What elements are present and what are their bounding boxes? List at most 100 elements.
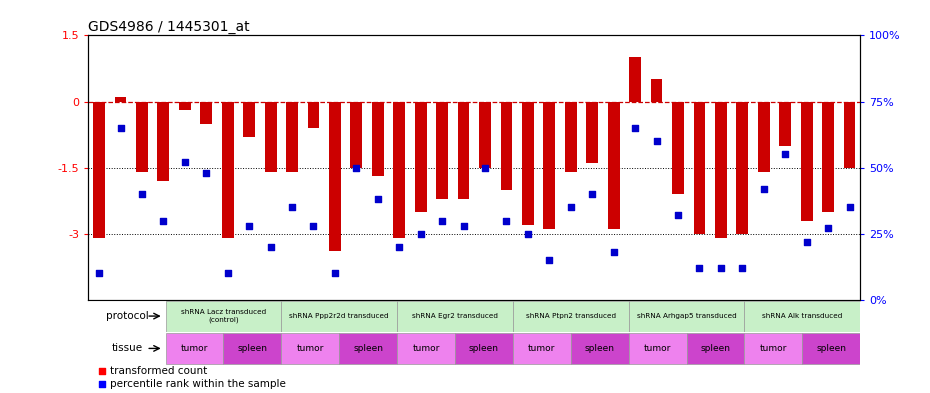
Point xyxy=(285,204,299,211)
Point xyxy=(306,223,321,229)
Bar xyxy=(801,101,813,220)
Point xyxy=(671,212,685,219)
Point xyxy=(434,217,449,224)
Text: GDS4986 / 1445301_at: GDS4986 / 1445301_at xyxy=(88,20,250,34)
Text: tumor: tumor xyxy=(644,344,671,353)
Bar xyxy=(543,101,555,230)
Point xyxy=(327,270,342,277)
Bar xyxy=(223,333,281,364)
Bar xyxy=(372,101,384,176)
Text: spleen: spleen xyxy=(469,344,499,353)
Bar xyxy=(758,101,770,172)
Bar xyxy=(93,101,105,238)
Point xyxy=(585,191,600,197)
Bar xyxy=(565,101,577,172)
Bar xyxy=(651,79,662,101)
Point xyxy=(370,196,385,202)
Bar xyxy=(157,101,169,181)
Bar xyxy=(608,101,619,230)
Point xyxy=(606,249,621,255)
Point xyxy=(413,231,428,237)
Bar xyxy=(455,333,513,364)
Bar xyxy=(329,101,340,252)
Bar xyxy=(415,101,427,212)
Bar xyxy=(715,101,726,238)
Point xyxy=(756,185,771,192)
Point xyxy=(777,151,792,158)
Point xyxy=(713,265,728,271)
Bar xyxy=(844,101,856,168)
Text: transformed count: transformed count xyxy=(110,366,206,376)
Text: tumor: tumor xyxy=(528,344,555,353)
Bar xyxy=(200,101,212,123)
Text: spleen: spleen xyxy=(585,344,615,353)
Text: spleen: spleen xyxy=(237,344,268,353)
Point xyxy=(263,244,278,250)
Text: shRNA Ppp2r2d transduced: shRNA Ppp2r2d transduced xyxy=(289,313,389,319)
Point xyxy=(842,204,857,211)
Bar xyxy=(166,333,223,364)
Text: shRNA Lacz transduced
(control): shRNA Lacz transduced (control) xyxy=(180,309,266,323)
Point xyxy=(735,265,750,271)
Bar xyxy=(629,301,744,332)
Bar xyxy=(436,101,448,198)
Bar xyxy=(744,301,860,332)
Point xyxy=(628,125,643,131)
Text: spleen: spleen xyxy=(700,344,731,353)
Bar xyxy=(397,333,455,364)
Text: tumor: tumor xyxy=(760,344,787,353)
Bar xyxy=(779,101,791,145)
Bar xyxy=(737,101,749,234)
Bar xyxy=(397,301,513,332)
Bar xyxy=(822,101,834,212)
Point xyxy=(478,165,493,171)
Text: tumor: tumor xyxy=(180,344,208,353)
Point xyxy=(95,381,110,387)
Bar xyxy=(281,301,397,332)
Point xyxy=(649,138,664,144)
Bar xyxy=(393,101,405,238)
Point xyxy=(799,239,814,245)
Bar xyxy=(513,301,629,332)
Point xyxy=(220,270,235,277)
Bar xyxy=(351,101,363,168)
Point xyxy=(692,265,707,271)
Point xyxy=(242,223,257,229)
Bar xyxy=(803,333,860,364)
Point xyxy=(820,225,835,231)
Text: tissue: tissue xyxy=(112,343,142,353)
Point xyxy=(199,170,214,176)
Bar xyxy=(265,101,276,172)
Bar xyxy=(686,333,744,364)
Bar xyxy=(179,101,191,110)
Text: spleen: spleen xyxy=(817,344,846,353)
Bar xyxy=(244,101,255,137)
Bar xyxy=(281,333,339,364)
Bar xyxy=(166,301,281,332)
Bar xyxy=(136,101,148,172)
Point xyxy=(349,165,364,171)
Point xyxy=(564,204,578,211)
Bar xyxy=(339,333,397,364)
Text: shRNA Ptpn2 transduced: shRNA Ptpn2 transduced xyxy=(525,313,616,319)
Bar xyxy=(672,101,684,194)
Bar xyxy=(308,101,319,128)
Bar xyxy=(479,101,491,168)
Point xyxy=(456,223,471,229)
Point xyxy=(542,257,557,263)
Point xyxy=(95,368,110,375)
Point xyxy=(156,217,171,224)
Point xyxy=(499,217,514,224)
Point xyxy=(521,231,536,237)
Bar xyxy=(458,101,470,198)
Point xyxy=(178,159,193,165)
Bar xyxy=(114,97,126,101)
Text: tumor: tumor xyxy=(297,344,324,353)
Text: shRNA Egr2 transduced: shRNA Egr2 transduced xyxy=(412,313,498,319)
Bar xyxy=(629,333,686,364)
Point xyxy=(113,125,128,131)
Bar xyxy=(522,101,534,225)
Bar xyxy=(694,101,705,234)
Bar xyxy=(630,57,641,101)
Bar xyxy=(513,333,571,364)
